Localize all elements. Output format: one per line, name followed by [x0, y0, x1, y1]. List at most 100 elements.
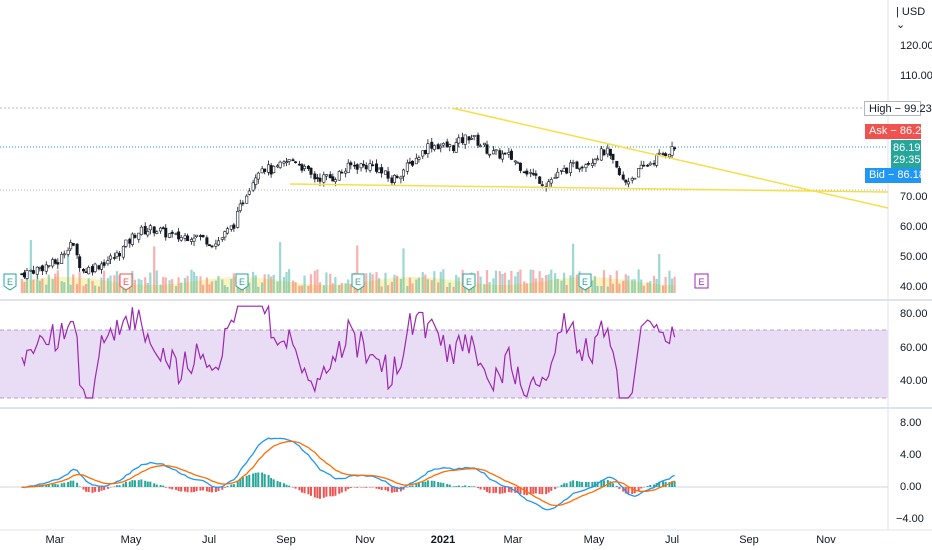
- candle-body: [137, 232, 141, 240]
- volume-bar: [377, 278, 381, 293]
- candle-body: [615, 160, 619, 168]
- earnings-markers[interactable]: E E E E E E E: [3, 273, 709, 291]
- volume-bar: [20, 279, 23, 293]
- macd-histogram-bar: [529, 487, 532, 495]
- last-price-tag: 86.19 29:35: [891, 140, 921, 168]
- macd-histogram-bar: [668, 482, 671, 487]
- earnings-marker[interactable]: E: [235, 273, 249, 291]
- candle-body: [417, 157, 421, 160]
- descending-trendline[interactable]: [451, 107, 889, 209]
- macd-histogram-bar: [442, 482, 445, 487]
- candle-body: [485, 144, 489, 154]
- support-trendline[interactable]: [289, 183, 889, 193]
- candle-body: [102, 262, 106, 266]
- candle-body: [439, 145, 443, 149]
- candlesticks: [20, 132, 677, 280]
- volume-bar: [72, 274, 75, 293]
- volume-bar: [45, 284, 48, 293]
- candle-body: [606, 147, 610, 155]
- macd-histogram-bar: [545, 487, 548, 495]
- candle-body: [220, 237, 224, 240]
- earnings-marker[interactable]: E: [351, 273, 365, 291]
- candle-body: [161, 227, 165, 229]
- earnings-marker[interactable]: E: [119, 273, 133, 291]
- macd-histogram-bar: [261, 472, 264, 487]
- candle-body: [186, 235, 190, 242]
- earnings-marker[interactable]: E: [462, 273, 476, 291]
- candle-body: [633, 177, 637, 180]
- volume-bar: [448, 282, 451, 293]
- volume-bar: [390, 281, 394, 293]
- macd-histogram-bar: [554, 487, 557, 490]
- volume-bar: [205, 277, 208, 293]
- volume-bar: [307, 285, 310, 293]
- price-tick: 120.00: [900, 40, 932, 52]
- earnings-marker-upcoming[interactable]: E: [694, 273, 709, 289]
- candle-body: [121, 246, 125, 258]
- macd-histogram-bar: [190, 487, 193, 493]
- volume-bar: [84, 284, 88, 293]
- macd-histogram-bar: [649, 484, 652, 487]
- macd-histogram-bar: [415, 484, 418, 487]
- candle-body: [578, 167, 582, 170]
- earnings-marker[interactable]: E: [3, 273, 17, 291]
- candle-body: [565, 167, 569, 174]
- candle-body: [467, 136, 471, 141]
- volume-bar: [606, 286, 609, 293]
- candle-body: [328, 174, 332, 179]
- currency-selector[interactable]: | USD ⌄: [896, 6, 926, 31]
- candle-body: [491, 150, 495, 155]
- volume-bar: [263, 274, 266, 293]
- macd-histogram-bar: [437, 481, 440, 487]
- candle-body: [463, 134, 467, 145]
- volume-bar: [556, 278, 559, 293]
- volume-bar: [298, 285, 301, 293]
- volume-bar: [455, 274, 458, 293]
- macd-histogram-bar: [236, 481, 239, 487]
- macd-histogram-bar: [344, 487, 347, 492]
- macd-histogram-bar: [168, 487, 171, 489]
- price-axis[interactable]: 120.00 110.00 70.00 60.00 50.00 40.00: [900, 40, 932, 293]
- candle-body: [364, 165, 368, 170]
- candle-body: [69, 242, 73, 250]
- candle-body: [232, 224, 236, 229]
- candle-body: [661, 153, 665, 155]
- candle-body: [383, 170, 387, 175]
- volume-bar: [248, 282, 251, 293]
- rsi-axis[interactable]: 80.00 60.00 40.00: [900, 308, 928, 387]
- volume-bar: [386, 285, 390, 293]
- candle-body: [405, 162, 409, 172]
- candle-body: [540, 184, 544, 186]
- macd-histogram-bar: [426, 480, 429, 487]
- volume-bar: [106, 278, 110, 293]
- macd-histogram-bar: [560, 484, 563, 487]
- candle-body: [130, 233, 134, 245]
- macd-histogram-bar: [356, 487, 359, 488]
- volume-bar: [60, 281, 63, 293]
- time-label: Jul: [202, 534, 216, 546]
- candle-body: [269, 165, 273, 175]
- volume-bar: [476, 270, 480, 293]
- time-label: May: [584, 534, 605, 546]
- candle-body: [549, 179, 553, 184]
- candle-body: [673, 147, 677, 150]
- macd-histogram-bar: [637, 487, 640, 491]
- candle-body: [133, 234, 137, 238]
- volume-bar: [424, 274, 427, 293]
- macd-histogram-bar: [226, 485, 229, 487]
- candle-body: [637, 168, 641, 178]
- macd-histogram-bar: [578, 481, 581, 487]
- candle-body: [436, 144, 440, 150]
- earnings-marker[interactable]: E: [578, 273, 592, 291]
- earnings-marker-label: E: [582, 277, 588, 287]
- volume-bar: [23, 281, 26, 293]
- volume-bar: [190, 269, 193, 293]
- macd-axis[interactable]: 8.00 4.00 0.00 −4.00: [896, 417, 924, 525]
- time-axis[interactable]: Mar May Jul Sep Nov 2021 Mar May Jul Sep…: [46, 534, 837, 546]
- candle-body: [432, 145, 436, 150]
- macd-histogram-bar: [446, 484, 449, 487]
- macd-histogram-bar: [609, 481, 612, 487]
- volume-bar: [649, 281, 652, 293]
- macd-histogram-bar: [131, 480, 134, 487]
